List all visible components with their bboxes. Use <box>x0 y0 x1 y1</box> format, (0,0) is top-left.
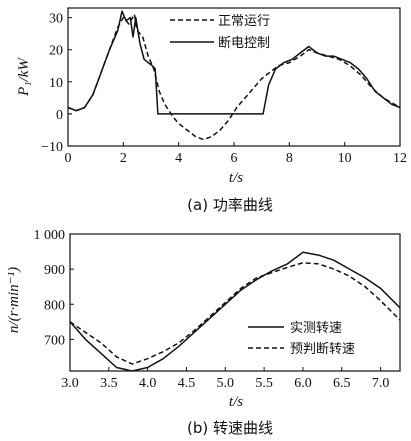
speed-chart-ytick-label: 800 <box>44 298 65 313</box>
power-chart-xlabel: t/s <box>229 170 243 186</box>
speed-chart-xtick-label: 6.0 <box>294 376 312 391</box>
speed-chart-ticks: 3.0 3.5 4.0 4.5 5.0 5.5 6.0 6.5 7.0 700 800 900 1 00… <box>34 228 390 391</box>
speed-chart-xtick-label: 5.5 <box>255 376 273 391</box>
speed-chart-legend: 实测转速 预判断转速 <box>248 321 355 357</box>
legend-predicted-label: 预判断转速 <box>290 342 355 357</box>
power-chart-xtick-label: 6 <box>231 151 238 166</box>
speed-chart-xtick-label: 7.0 <box>372 376 390 391</box>
legend-measured-label: 实测转速 <box>290 321 342 336</box>
power-chart-xtick-label: 4 <box>175 151 182 166</box>
speed-chart-xtick-label: 5.0 <box>217 376 235 391</box>
power-chart-ytick-label: 20 <box>49 44 63 59</box>
power-chart-series-dashed-line <box>67 13 401 141</box>
speed-chart-series-dashed-line <box>69 262 401 365</box>
power-chart-series-solid-line <box>67 10 401 115</box>
speed-chart-xtick-label: 6.5 <box>333 376 351 391</box>
power-chart-legend: 正常运行 断电控制 <box>170 14 270 51</box>
power-chart-xtick-label: 10 <box>338 151 352 166</box>
power-chart-ylabel: P₁/kW <box>16 57 32 97</box>
speed-chart-xlabel: t/s <box>229 394 243 410</box>
legend-cutoff-label: 断电控制 <box>218 36 270 51</box>
speed-chart-xtick-label: 4.5 <box>178 376 196 391</box>
speed-chart-xtick-label: 4.0 <box>139 376 157 391</box>
power-chart-xtick-label: 2 <box>120 151 127 166</box>
power-chart-xtick-label: 0 <box>65 151 72 166</box>
power-chart-xtick-label: 8 <box>286 151 293 166</box>
power-chart-ytick-label: 30 <box>49 12 63 27</box>
speed-chart-frame <box>69 233 401 372</box>
power-chart-ytick-label: 10 <box>49 76 63 91</box>
speed-chart-caption: (b) 转速曲线 <box>187 419 273 437</box>
power-chart-series <box>67 10 401 141</box>
power-chart-caption: (a) 功率曲线 <box>187 196 273 214</box>
legend-normal-label: 正常运行 <box>218 14 270 29</box>
power-chart-xtick-label: 12 <box>393 151 407 166</box>
speed-chart-series-solid-line <box>69 251 401 372</box>
speed-chart-ytick-label: 900 <box>44 263 65 278</box>
power-chart-ytick-label: −10 <box>41 140 63 155</box>
speed-chart-xtick-label: 3.0 <box>61 376 79 391</box>
speed-chart-series <box>69 251 401 372</box>
speed-chart-ylabel: n/(r·min⁻¹) <box>6 267 22 333</box>
speed-chart-xtick-label: 3.5 <box>100 376 118 391</box>
speed-chart-ytick-label: 700 <box>44 333 65 348</box>
power-chart-ytick-label: 0 <box>56 108 63 123</box>
speed-chart: 3.0 3.5 4.0 4.5 5.0 5.5 6.0 6.5 7.0 700 800 900 1 00… <box>6 228 401 437</box>
speed-chart-ytick-label: 1 000 <box>34 228 66 243</box>
